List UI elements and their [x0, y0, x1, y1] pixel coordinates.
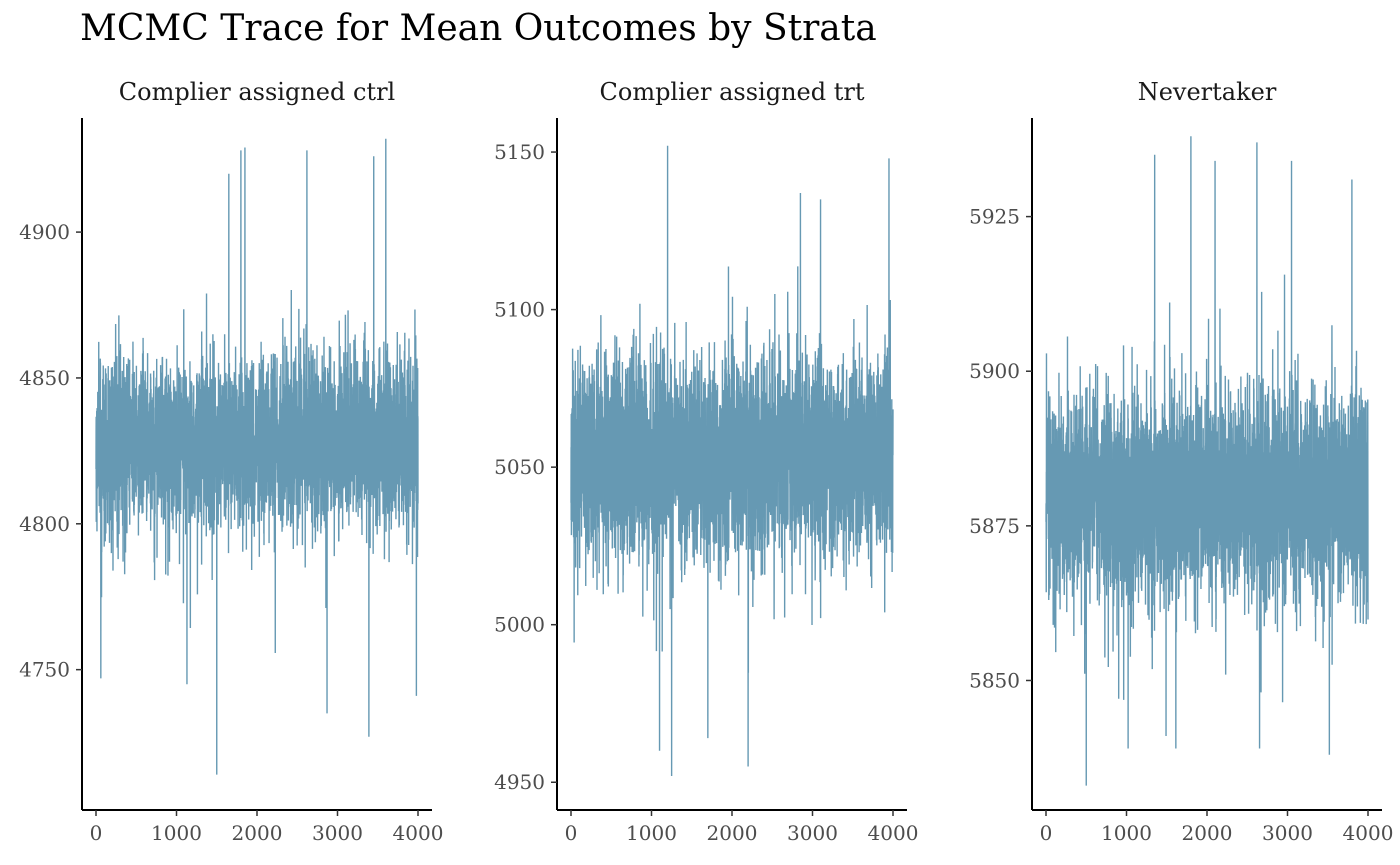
x-tick-label: 0 [90, 821, 103, 845]
x-tick-label: 3000 [1262, 821, 1313, 845]
y-tick-label: 4750 [19, 658, 70, 682]
panel-title: Complier assigned ctrl [119, 78, 395, 106]
x-tick-label: 1000 [626, 821, 677, 845]
y-tick-label: 5150 [494, 140, 545, 164]
chart-title: MCMC Trace for Mean Outcomes by Strata [80, 8, 877, 49]
y-tick-label: 5875 [969, 514, 1020, 538]
x-tick-label: 3000 [312, 821, 363, 845]
y-tick-label: 5850 [969, 668, 1020, 692]
x-tick-label: 2000 [707, 821, 758, 845]
x-tick-label: 2000 [232, 821, 283, 845]
trace-line [95, 138, 419, 775]
y-tick-label: 4800 [19, 512, 70, 536]
panel-title: Complier assigned trt [600, 78, 865, 106]
y-tick-label: 5050 [494, 455, 545, 479]
y-tick-label: 4850 [19, 366, 70, 390]
panel-2: Complier assigned trt 4950 5000 5050 5100 515… [494, 78, 918, 845]
x-tick-label: 4000 [1343, 821, 1394, 845]
x-tick-label: 0 [565, 821, 578, 845]
y-tick-label: 5900 [969, 359, 1020, 383]
x-tick-label: 1000 [151, 821, 202, 845]
trace-line [1045, 136, 1369, 786]
y-tick-label: 4950 [494, 770, 545, 794]
x-tick-label: 1000 [1101, 821, 1152, 845]
y-tick-label: 4900 [19, 220, 70, 244]
y-tick-label: 5100 [494, 298, 545, 322]
x-tick-label: 4000 [868, 821, 919, 845]
trace-line [570, 145, 894, 776]
y-tick-label: 5925 [969, 205, 1020, 229]
panel-3: Nevertaker 5850 5875 5900 5925 0 1000 2000 3000 4… [969, 78, 1393, 845]
x-tick-label: 2000 [1182, 821, 1233, 845]
x-tick-label: 4000 [393, 821, 444, 845]
panel-1: Complier assigned ctrl 4750 4800 4850 4900 0 1… [19, 78, 443, 845]
x-tick-label: 0 [1040, 821, 1053, 845]
y-tick-label: 5000 [494, 613, 545, 637]
x-tick-label: 3000 [787, 821, 838, 845]
panel-title: Nevertaker [1138, 78, 1277, 106]
